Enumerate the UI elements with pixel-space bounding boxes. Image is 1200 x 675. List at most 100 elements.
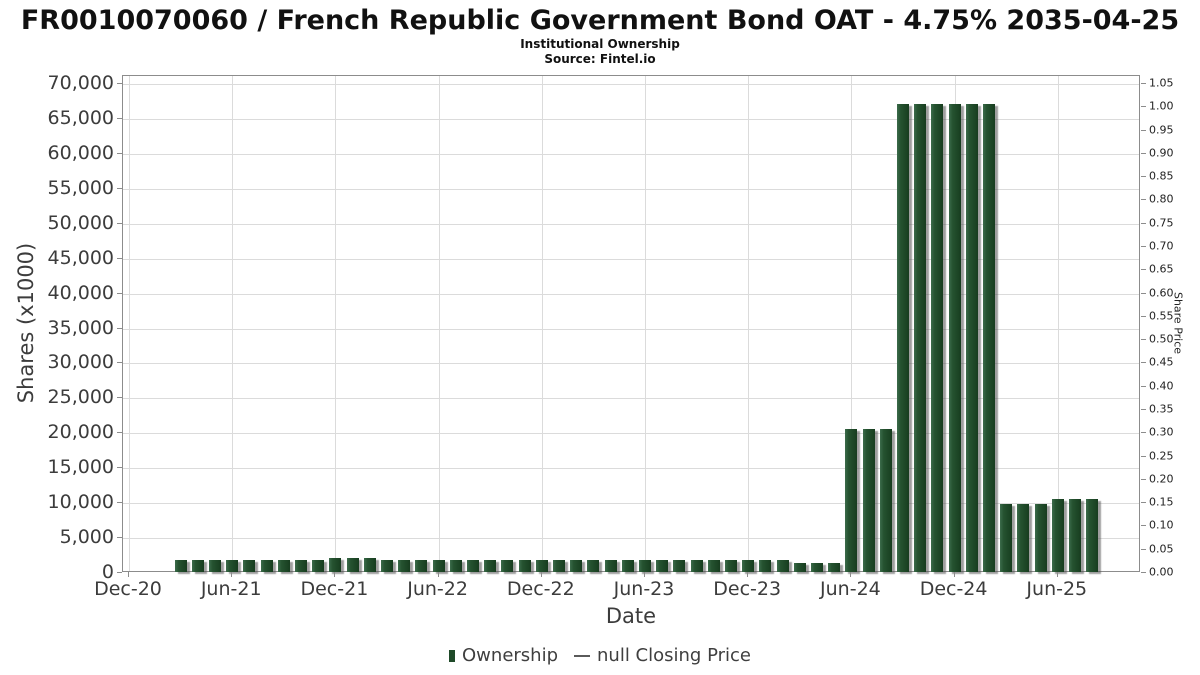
x-tick-label: Dec-20 [94, 578, 162, 600]
ownership-bar[interactable] [243, 560, 256, 572]
ownership-bar[interactable] [174, 560, 187, 572]
left-axis-tick-label: 0 [101, 561, 114, 583]
ownership-bar[interactable] [209, 560, 221, 572]
ownership-bar[interactable] [879, 428, 892, 572]
right-axis-tick-mark [1141, 129, 1146, 131]
ownership-bar[interactable] [295, 560, 307, 572]
right-axis-tick-label: 0.95 [1149, 123, 1174, 137]
legend-price-label: null Closing Price [597, 645, 751, 666]
ownership-bar[interactable] [1086, 499, 1099, 572]
right-axis-tick-label: 0.05 [1149, 542, 1174, 556]
x-tick-label: Jun-22 [407, 578, 468, 600]
ownership-bar[interactable] [277, 560, 290, 572]
ownership-bar[interactable] [707, 560, 720, 572]
right-axis-tick-mark [1141, 409, 1146, 410]
ownership-bar[interactable] [484, 560, 497, 572]
left-axis-tick-mark [117, 327, 122, 329]
ownership-bar[interactable] [828, 562, 841, 572]
horizontal-gridline [123, 293, 1139, 295]
left-axis-tick-label: 25,000 [47, 386, 114, 409]
ownership-bar[interactable] [312, 559, 325, 572]
x-tick-mark [644, 572, 645, 577]
chart-subtitle: Institutional Ownership [520, 37, 680, 51]
ownership-bar[interactable] [759, 560, 772, 572]
ownership-bar[interactable] [793, 562, 806, 572]
legend-item-ownership[interactable]: Ownership [449, 645, 558, 666]
left-axis-tick-mark [117, 397, 122, 399]
vertical-gridline [129, 76, 130, 571]
left-axis-tick-label: 55,000 [47, 176, 114, 199]
horizontal-gridline [123, 223, 1139, 225]
ownership-bar[interactable] [1000, 504, 1013, 572]
right-axis-tick-label: 1.05 [1149, 76, 1174, 90]
ownership-bar[interactable] [415, 560, 428, 572]
ownership-bar[interactable] [948, 104, 961, 572]
right-axis-tick-label: 0.75 [1149, 216, 1174, 230]
ownership-bar[interactable] [845, 428, 858, 572]
x-tick-label: Dec-22 [506, 578, 575, 600]
x-tick-mark [1056, 572, 1058, 577]
ownership-bar[interactable] [725, 559, 737, 572]
ownership-bar[interactable] [587, 559, 600, 572]
ownership-bar[interactable] [811, 562, 823, 572]
right-axis-tick-label: 0.85 [1149, 169, 1174, 183]
ownership-bar[interactable] [690, 560, 703, 572]
ownership-bar[interactable] [1069, 499, 1081, 572]
ownership-bar[interactable] [535, 560, 548, 572]
ownership-bar[interactable] [381, 559, 393, 572]
ownership-bar[interactable] [1034, 504, 1047, 572]
right-axis-tick-label: 0.65 [1149, 262, 1174, 276]
right-axis-tick-mark [1141, 246, 1146, 247]
right-axis-tick-mark [1141, 432, 1146, 434]
ownership-bar[interactable] [363, 557, 376, 572]
ownership-bar[interactable] [398, 560, 411, 572]
ownership-bar[interactable] [329, 558, 342, 572]
horizontal-gridline [123, 398, 1139, 400]
x-axis-title: Date [605, 604, 657, 628]
ownership-bar[interactable] [449, 559, 462, 572]
ownership-bar[interactable] [673, 560, 686, 572]
ownership-bar[interactable] [656, 560, 669, 572]
right-axis-tick-label: 0.40 [1149, 379, 1174, 393]
right-axis-tick-label: 0.90 [1149, 146, 1174, 160]
ownership-bar[interactable] [260, 560, 273, 572]
ownership-bar[interactable] [1051, 499, 1064, 572]
left-axis-tick-label: 10,000 [47, 491, 114, 514]
ownership-bar[interactable] [518, 560, 531, 572]
ownership-bar[interactable] [742, 559, 755, 572]
ownership-bar[interactable] [1017, 504, 1030, 572]
ownership-bar[interactable] [897, 104, 909, 572]
ownership-bar[interactable] [604, 559, 617, 572]
ownership-bar[interactable] [346, 557, 359, 572]
ownership-bar[interactable] [965, 104, 978, 572]
ownership-bar[interactable] [467, 559, 479, 572]
right-axis-tick-mark [1141, 315, 1146, 317]
ownership-bar[interactable] [191, 560, 204, 572]
ownership-bar[interactable] [983, 104, 995, 572]
right-axis-tick-label: 1.00 [1149, 99, 1174, 113]
left-axis-tick-mark [117, 187, 122, 189]
left-axis-tick-label: 40,000 [47, 281, 114, 304]
ownership-bar[interactable] [432, 560, 445, 572]
ownership-bar[interactable] [914, 104, 927, 572]
ownership-bar[interactable] [501, 560, 514, 572]
chart-title: FR0010070060 / French Republic Governmen… [20, 5, 1180, 36]
vertical-gridline [645, 76, 646, 571]
vertical-gridline [748, 76, 750, 571]
legend-item-closing-price[interactable]: null Closing Price [558, 645, 751, 666]
ownership-bar[interactable] [639, 560, 651, 572]
x-tick-mark [953, 572, 955, 577]
ownership-bar[interactable] [553, 560, 565, 572]
ownership-bar[interactable] [570, 560, 583, 572]
left-axis-tick-mark [117, 467, 122, 469]
right-axis-tick-label: 0.50 [1149, 332, 1174, 346]
ownership-bar[interactable] [621, 560, 634, 572]
right-axis-tick-mark [1141, 385, 1146, 387]
ownership-bar[interactable] [776, 560, 789, 572]
ownership-bar[interactable] [862, 428, 875, 572]
ownership-bar[interactable] [931, 104, 944, 572]
left-axis-tick-label: 45,000 [47, 246, 114, 269]
plot-area [122, 75, 1140, 572]
vertical-gridline [335, 76, 337, 571]
ownership-bar[interactable] [226, 560, 239, 572]
